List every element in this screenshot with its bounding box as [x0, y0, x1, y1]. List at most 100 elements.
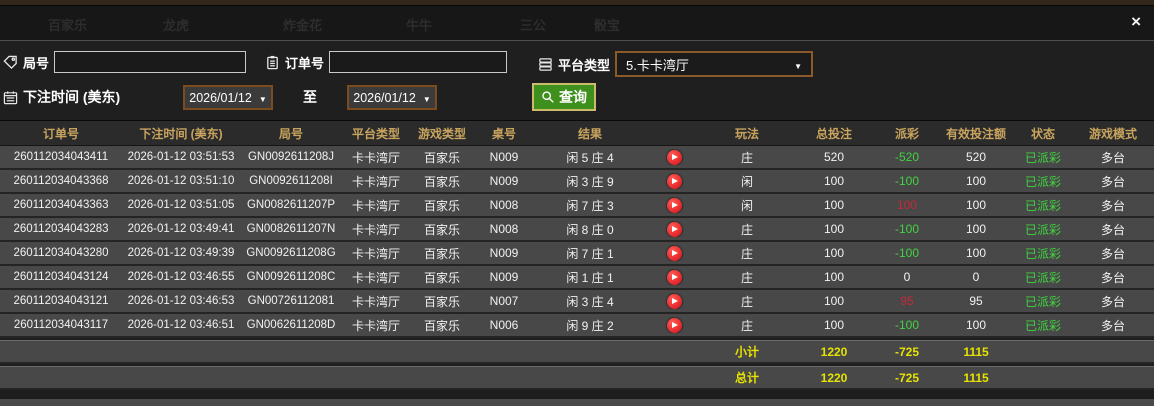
replay-icon[interactable]: [666, 245, 682, 261]
cell-bet_time: 2026-01-12 03:51:05: [127, 199, 235, 211]
cell-status: 已派彩: [1024, 294, 1061, 309]
cell-game_type: 百家乐: [423, 198, 460, 213]
cell-valid_bet: 100: [965, 174, 987, 188]
date-to-value: 2026/01/12: [353, 90, 416, 105]
date-to-picker[interactable]: 2026/01/12: [347, 85, 437, 110]
play-triangle-icon: [672, 226, 678, 233]
cell-platform: 卡卡湾厅: [351, 294, 400, 309]
column-header-play: 玩法: [734, 126, 759, 141]
cell-total_bet: 100: [823, 174, 845, 188]
cell-mode: 多台: [1100, 294, 1125, 309]
chevron-down-icon: [794, 57, 802, 72]
platform-label: 平台类型: [558, 57, 611, 73]
total-total_bet: 1220: [820, 370, 848, 385]
cell-status: 已派彩: [1024, 270, 1061, 285]
clipboard-icon: [265, 55, 280, 70]
query-button[interactable]: 查询: [532, 83, 596, 111]
cell-valid_bet: 95: [969, 294, 983, 308]
cell-total_bet: 100: [823, 198, 845, 212]
table-row: 260112034043368 2026-01-12 03:51:10 GN0092…: [0, 170, 1154, 194]
cell-bet_time: 2026-01-12 03:46:55: [127, 271, 235, 283]
replay-icon[interactable]: [666, 149, 682, 165]
replay-cell: [646, 197, 702, 213]
replay-cell: [646, 173, 702, 189]
game-no-label: 局号: [23, 55, 50, 71]
table-header: 订单号 下注时间 (美东) 局号 平台类型 游戏类型 桌号 结果 玩法 总投注 派彩 有效投注额 状态…: [0, 121, 1154, 146]
cell-table_no: N009: [489, 174, 519, 188]
replay-cell: [646, 317, 702, 333]
column-header-status: 状态: [1030, 126, 1055, 141]
cell-mode: 多台: [1100, 150, 1125, 165]
game-no-input[interactable]: [54, 51, 247, 73]
replay-cell: [646, 293, 702, 309]
cell-game_no: GN0082611207N: [246, 223, 336, 235]
subtotal-label: 小计: [734, 345, 759, 359]
cell-table_no: N009: [489, 270, 519, 284]
background-tab: 牛牛: [406, 18, 433, 33]
play-triangle-icon: [672, 322, 678, 329]
chevron-down-icon: [423, 91, 431, 105]
order-no-label: 订单号: [285, 55, 325, 71]
replay-icon[interactable]: [666, 317, 682, 333]
cell-result: 闲 5 庄 4: [566, 150, 614, 165]
cell-game_type: 百家乐: [423, 246, 460, 261]
cell-platform: 卡卡湾厅: [351, 246, 400, 261]
replay-icon[interactable]: [666, 221, 682, 237]
background-tab: 炸金花: [283, 18, 323, 33]
cell-order_no: 260112034043280: [13, 247, 109, 259]
platform-select[interactable]: 5.卡卡湾厅: [615, 51, 814, 77]
replay-cell: [646, 149, 702, 165]
cell-game_type: 百家乐: [423, 150, 460, 165]
cell-platform: 卡卡湾厅: [351, 198, 400, 213]
column-header-table_no: 桌号: [491, 126, 516, 141]
cell-result: 闲 8 庄 0: [566, 222, 614, 237]
cell-status: 已派彩: [1024, 150, 1061, 165]
chevron-down-icon: [259, 91, 267, 105]
total-valid_bet: 1115: [963, 370, 989, 385]
table-row: 260112034043363 2026-01-12 03:51:05 GN0082…: [0, 194, 1154, 218]
cell-result: 闲 7 庄 3: [566, 198, 614, 213]
calendar-icon: [3, 90, 18, 105]
order-no-input[interactable]: [329, 51, 508, 73]
cell-payout: -520: [894, 150, 920, 164]
cell-table_no: N008: [489, 222, 519, 236]
table-row: 260112034043283 2026-01-12 03:49:41 GN0082…: [0, 218, 1154, 242]
cell-order_no: 260112034043363: [13, 199, 109, 211]
background-tab: 龙虎: [163, 18, 190, 33]
subtotal-valid_bet: 1115: [963, 344, 989, 359]
cell-bet_time: 2026-01-12 03:46:51: [127, 319, 235, 331]
replay-cell: [646, 221, 702, 237]
cell-valid_bet: 100: [965, 222, 987, 236]
close-icon[interactable]: ×: [1131, 12, 1141, 31]
replay-icon[interactable]: [666, 197, 682, 213]
platform-selected-value: 5.卡卡湾厅: [626, 57, 689, 73]
replay-icon[interactable]: [666, 293, 682, 309]
cell-mode: 多台: [1100, 198, 1125, 213]
cell-total_bet: 100: [823, 270, 845, 284]
table-row: 260112034043411 2026-01-12 03:51:53 GN0092…: [0, 146, 1154, 170]
cell-mode: 多台: [1100, 270, 1125, 285]
replay-cell: [646, 245, 702, 261]
cell-play: 庄: [740, 222, 753, 237]
bet-time-filter-label: 下注时间 (美东): [3, 87, 120, 107]
cell-play: 闲: [740, 198, 753, 213]
query-button-label: 查询: [559, 89, 587, 105]
cell-mode: 多台: [1100, 246, 1125, 261]
cell-payout: -100: [894, 174, 920, 188]
replay-icon[interactable]: [666, 269, 682, 285]
cell-game_no: GN0092611208J: [247, 151, 335, 163]
replay-icon[interactable]: [666, 173, 682, 189]
cell-status: 已派彩: [1024, 174, 1061, 189]
date-from-picker[interactable]: 2026/01/12: [183, 85, 273, 110]
date-from-group: 2026/01/12: [183, 85, 273, 110]
game-no-filter: 局号: [3, 51, 247, 73]
date-from-value: 2026/01/12: [189, 90, 252, 105]
column-header-game_type: 游戏类型: [417, 126, 466, 141]
column-header-total_bet: 总投注: [815, 126, 852, 141]
cell-payout: 0: [903, 270, 911, 284]
cell-table_no: N009: [489, 246, 519, 260]
cell-bet_time: 2026-01-12 03:46:53: [127, 295, 235, 307]
cell-game_no: GN0082611207P: [246, 199, 336, 211]
column-header-order_no: 订单号: [42, 126, 79, 141]
